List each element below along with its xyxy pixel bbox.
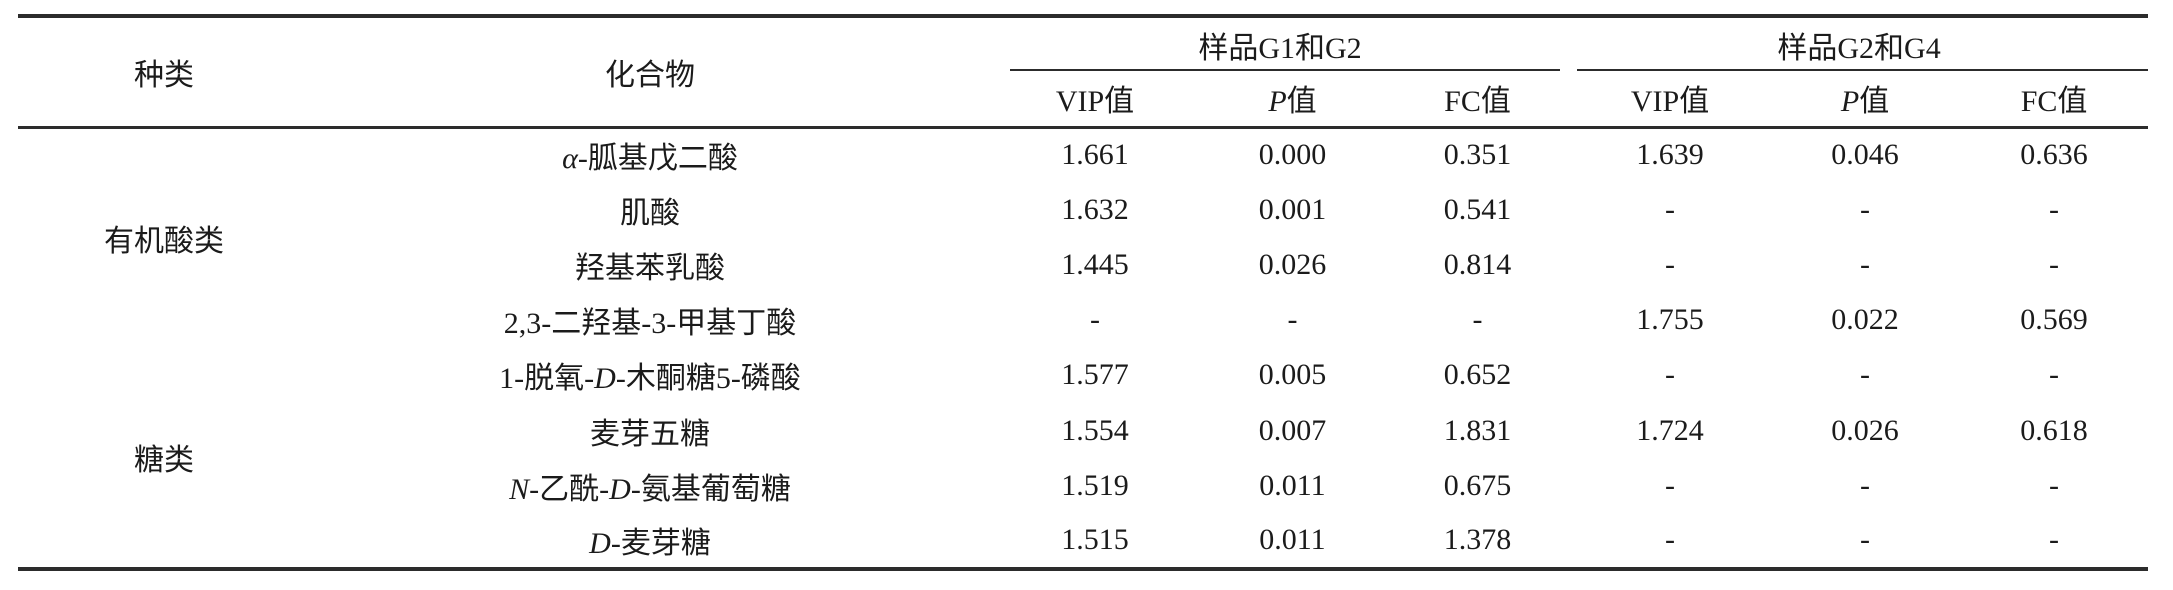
value-cell: 0.541 xyxy=(1443,192,1512,226)
table-body: 有机酸类 α-胍基戊二酸 1.661 0.000 0.351 1.639 0.046 0.63… xyxy=(18,127,2148,569)
header-p-g1g2: P值 xyxy=(1200,71,1385,129)
value-cell: 1.724 xyxy=(1636,413,1704,447)
compound-cell: D-麦芽糖 xyxy=(589,526,711,560)
value-cell: 0.011 xyxy=(1259,522,1326,556)
category-cell: 有机酸类 xyxy=(104,225,224,259)
value-cell: 0.026 xyxy=(1258,247,1327,281)
header-group-g2g4: 样品G2和G4 xyxy=(1570,16,2149,71)
value-cell: - xyxy=(2049,247,2060,281)
compound-cell: 麦芽五糖 xyxy=(590,417,710,451)
value-cell: - xyxy=(2049,522,2060,556)
value-cell: 0.814 xyxy=(1443,247,1512,281)
value-cell: 0.046 xyxy=(1831,138,1899,172)
value-cell: 1.515 xyxy=(1061,522,1129,556)
value-cell: 1.639 xyxy=(1636,138,1704,172)
value-cell: 0.011 xyxy=(1259,468,1326,502)
table-row: 有机酸类 α-胍基戊二酸 1.661 0.000 0.351 1.639 0.046 0.63… xyxy=(18,127,2148,258)
value-cell: - xyxy=(1665,522,1676,556)
table-row: 2,3-二羟基-3-甲基丁酸 - - - 1.755 0.022 0.569 xyxy=(18,293,2148,348)
value-cell: - xyxy=(1665,358,1676,392)
value-cell: 0.000 xyxy=(1258,138,1327,172)
header-row-subcolumns: VIP值 P值 FC值 VIP值 P值 FC值 xyxy=(18,71,2149,129)
value-cell: - xyxy=(1665,247,1676,281)
value-cell: - xyxy=(1860,192,1871,226)
value-cell: 1.755 xyxy=(1636,303,1704,337)
table-header: 种类 化合物 样品G1和G2 样品G2和G4 VIP值 P值 FC值 VIP值 … xyxy=(18,16,2149,129)
table-row: 糖类 1-脱氧-D-木酮糖5-磷酸 1.577 0.005 0.652 - - - xyxy=(18,348,2148,477)
value-cell: 0.618 xyxy=(2020,413,2088,447)
value-cell: 0.022 xyxy=(1831,303,1899,337)
value-cell: 0.007 xyxy=(1258,413,1327,447)
table-row: 麦芽五糖 1.554 0.007 1.831 1.724 0.026 0.618 xyxy=(18,403,2148,458)
value-cell: - xyxy=(1860,468,1871,502)
compound-cell: N-乙酰-D-氨基葡萄糖 xyxy=(509,472,791,506)
value-cell: - xyxy=(1860,247,1871,281)
compound-cell: α-胍基戊二酸 xyxy=(562,142,738,176)
header-fc-g1g2: FC值 xyxy=(1385,71,1571,129)
value-cell: 0.026 xyxy=(1831,413,1899,447)
value-cell: 1.554 xyxy=(1061,413,1129,447)
value-cell: - xyxy=(1287,303,1298,337)
compound-cell: 羟基苯乳酸 xyxy=(575,251,725,285)
header-row-groups: 种类 化合物 样品G1和G2 样品G2和G4 xyxy=(18,16,2149,129)
value-cell: - xyxy=(1665,192,1676,226)
value-cell: 1.445 xyxy=(1061,247,1129,281)
value-cell: - xyxy=(1472,303,1483,337)
value-cell: 1.378 xyxy=(1443,522,1512,556)
table-row: N-乙酰-D-氨基葡萄糖 1.519 0.011 0.675 - - - xyxy=(18,458,2148,513)
table-row: 肌酸 1.632 0.001 0.541 - - - xyxy=(18,182,2148,237)
value-cell: 1.661 xyxy=(1061,138,1129,172)
value-cell: 0.001 xyxy=(1258,192,1327,226)
value-cell: 0.569 xyxy=(2020,303,2088,337)
value-cell: - xyxy=(1665,468,1676,502)
value-cell: 1.519 xyxy=(1061,468,1129,502)
header-group-g1g2: 样品G1和G2 xyxy=(990,16,1570,71)
compound-cell: 2,3-二羟基-3-甲基丁酸 xyxy=(503,307,797,341)
differential-metabolites-table: 种类 化合物 样品G1和G2 样品G2和G4 VIP值 P值 FC值 VIP值 … xyxy=(18,14,2149,571)
compound-cell: 1-脱氧-D-木酮糖5-磷酸 xyxy=(499,362,801,396)
value-cell: - xyxy=(1860,522,1871,556)
header-p-g2g4: P值 xyxy=(1770,71,1961,129)
value-cell: 1.632 xyxy=(1061,192,1129,226)
compound-cell: 肌酸 xyxy=(620,196,680,230)
value-cell: - xyxy=(2049,192,2060,226)
header-fc-g2g4: FC值 xyxy=(1960,71,2149,129)
header-category: 种类 xyxy=(18,16,310,129)
value-cell: 1.577 xyxy=(1061,358,1129,392)
header-vip-g1g2: VIP值 xyxy=(990,71,1200,129)
table-row: 羟基苯乳酸 1.445 0.026 0.814 - - - xyxy=(18,237,2148,292)
value-cell: - xyxy=(2049,358,2060,392)
value-cell: - xyxy=(1090,303,1100,337)
value-cell: 0.351 xyxy=(1443,138,1512,172)
category-cell: 糖类 xyxy=(134,444,194,478)
value-cell: 1.831 xyxy=(1443,413,1512,447)
table-row: D-麦芽糖 1.515 0.011 1.378 - - - xyxy=(18,513,2148,568)
value-cell: - xyxy=(2049,468,2060,502)
value-cell: 0.652 xyxy=(1443,358,1512,392)
differential-metabolites-table-wrap: 种类 化合物 样品G1和G2 样品G2和G4 VIP值 P值 FC值 VIP值 … xyxy=(18,14,2149,571)
value-cell: 0.636 xyxy=(2020,138,2088,172)
value-cell: 0.675 xyxy=(1443,468,1512,502)
value-cell: - xyxy=(1860,358,1871,392)
header-compound: 化合物 xyxy=(310,16,990,129)
value-cell: 0.005 xyxy=(1258,358,1327,392)
header-vip-g2g4: VIP值 xyxy=(1570,71,1771,129)
